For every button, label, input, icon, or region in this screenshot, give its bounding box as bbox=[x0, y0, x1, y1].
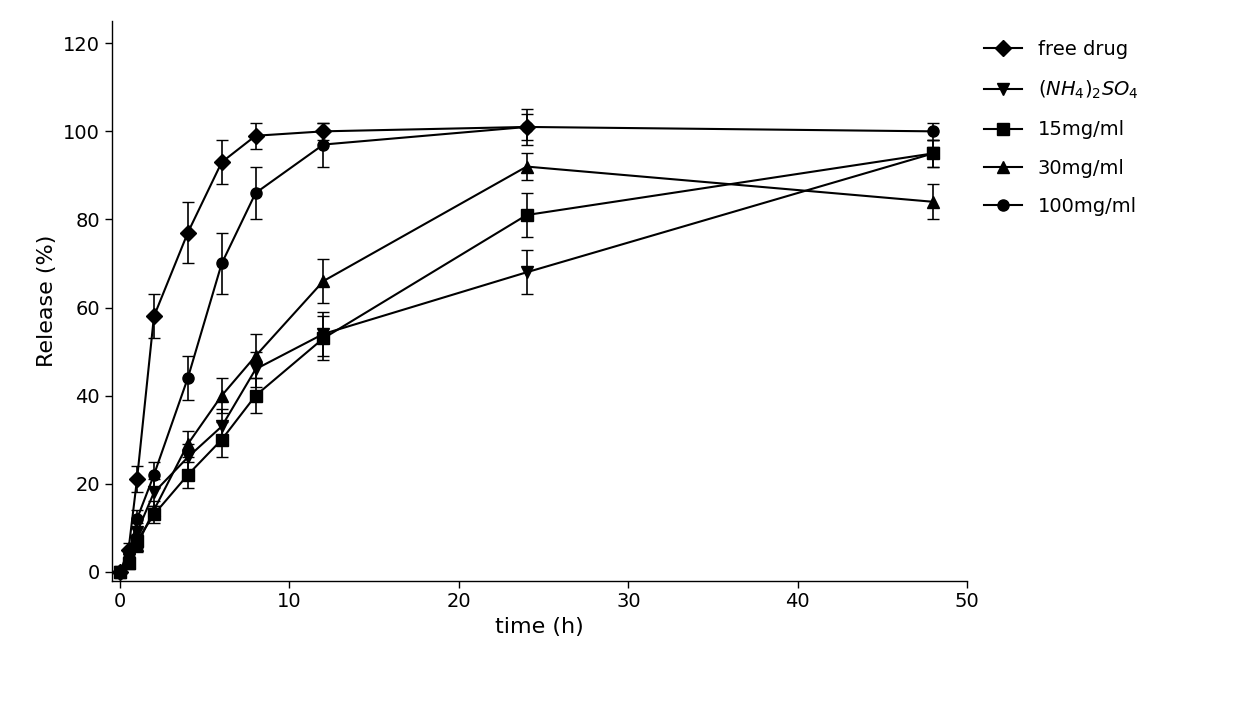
Y-axis label: Release (%): Release (%) bbox=[37, 235, 57, 367]
Legend: free drug, $(NH_4)_2SO_4$, 15mg/ml, 30mg/ml, 100mg/ml: free drug, $(NH_4)_2SO_4$, 15mg/ml, 30mg… bbox=[976, 33, 1147, 224]
X-axis label: time (h): time (h) bbox=[495, 617, 584, 637]
